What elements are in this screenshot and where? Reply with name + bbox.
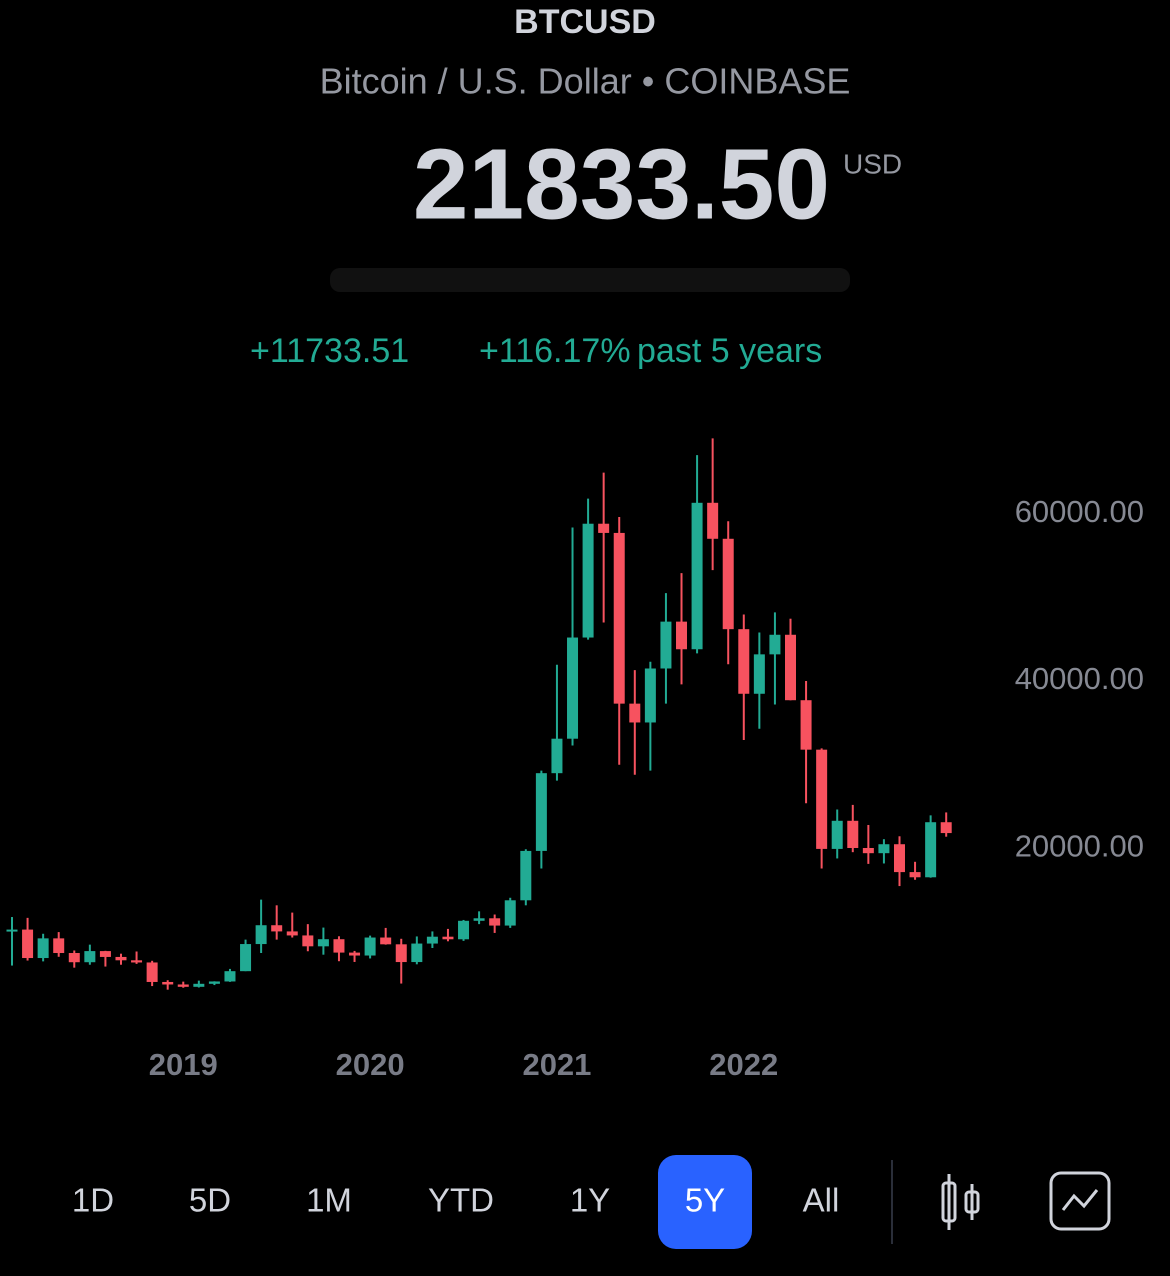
range-button[interactable]: 1D <box>72 1182 114 1219</box>
candle-body <box>909 872 921 878</box>
chart: 20000.00 40000.00 60000.00 2019 2020 2021 2022 <box>6 438 1144 1082</box>
candle-body <box>925 822 937 878</box>
candle-body <box>22 929 34 959</box>
range-button[interactable]: 5D <box>189 1182 231 1219</box>
price: 21833.50 <box>413 128 830 240</box>
currency: USD <box>843 148 902 179</box>
candle-body <box>613 532 625 704</box>
x-tick-label: 2019 <box>149 1047 218 1082</box>
candle-body <box>847 820 859 848</box>
candle-body <box>317 939 329 947</box>
x-tick-label: 2021 <box>522 1047 591 1082</box>
candle-body <box>722 538 734 630</box>
candle-body <box>582 523 594 638</box>
candle-body <box>567 637 579 739</box>
candle-body <box>458 920 470 940</box>
candle-body <box>473 918 485 921</box>
candle-body <box>504 900 516 926</box>
candle-body <box>753 654 765 694</box>
candle-body <box>193 983 205 987</box>
candle-body <box>380 937 392 945</box>
candle-body <box>208 981 220 984</box>
range-button[interactable]: YTD <box>428 1182 494 1219</box>
candle-body <box>800 700 812 750</box>
candle-body <box>785 634 796 701</box>
candle-body <box>442 936 454 940</box>
candle-body <box>598 523 610 533</box>
candle-body <box>286 931 298 936</box>
candle-body <box>162 981 174 985</box>
candle-body <box>489 918 501 926</box>
y-tick-label: 60000.00 <box>1015 494 1144 529</box>
line-chart-icon[interactable] <box>1049 1171 1111 1231</box>
period: past 5 years <box>637 332 822 370</box>
candle-body <box>411 943 423 963</box>
candle-body <box>37 938 49 959</box>
candle-body <box>364 937 376 956</box>
candle-body <box>131 960 143 963</box>
candle-body <box>99 951 111 957</box>
candle-body <box>769 634 781 655</box>
candle-body <box>255 925 267 945</box>
candle-body <box>395 944 407 963</box>
change-percent: +116.17% <box>479 332 631 370</box>
selected-range-bg <box>658 1155 752 1249</box>
candle-body <box>878 844 890 854</box>
candle-body <box>426 936 438 944</box>
symbol: BTCUSD <box>514 3 656 41</box>
y-tick-label: 40000.00 <box>1015 661 1144 696</box>
y-tick-label: 20000.00 <box>1015 829 1144 864</box>
candle-body <box>6 929 18 932</box>
candle-body <box>240 944 252 972</box>
candle-body <box>940 822 952 834</box>
toolbar: 1D 5D 1M YTD 1Y 5Y All <box>72 1155 1111 1249</box>
candle-body <box>551 738 563 774</box>
candle-body <box>660 621 672 669</box>
candle-body <box>738 629 750 694</box>
candle-body <box>84 951 96 963</box>
description: Bitcoin / U.S. Dollar • COINBASE <box>320 61 851 102</box>
x-tick-label: 2020 <box>336 1047 405 1082</box>
candle-body <box>53 938 65 954</box>
candle-body <box>146 962 158 982</box>
candle-body <box>831 820 843 849</box>
candle-body <box>707 502 719 539</box>
candle-body <box>691 502 703 650</box>
x-tick-label: 2022 <box>709 1047 778 1082</box>
candle-body <box>302 935 314 947</box>
range-button[interactable]: 5Y <box>685 1182 725 1219</box>
candle-body <box>862 847 874 854</box>
candle-body <box>68 953 80 963</box>
candle-body <box>535 773 547 851</box>
candles-icon[interactable] <box>941 1174 980 1230</box>
candle-body <box>816 749 828 849</box>
candle-body <box>520 850 532 901</box>
candle-body <box>893 844 905 873</box>
change: +11733.51 <box>250 332 409 370</box>
candle-body <box>271 925 283 932</box>
candle-body <box>177 984 189 987</box>
candle-body <box>349 952 361 956</box>
candle-body <box>676 621 688 650</box>
candle-body <box>333 939 345 953</box>
candle-body <box>115 956 127 961</box>
candle-body <box>644 668 656 723</box>
range-button[interactable]: 1Y <box>570 1182 610 1219</box>
blurred-line <box>330 268 850 292</box>
range-button[interactable]: All <box>803 1182 840 1219</box>
candle-body <box>629 703 641 723</box>
candle-body <box>224 971 236 982</box>
range-button[interactable]: 1M <box>306 1182 352 1219</box>
